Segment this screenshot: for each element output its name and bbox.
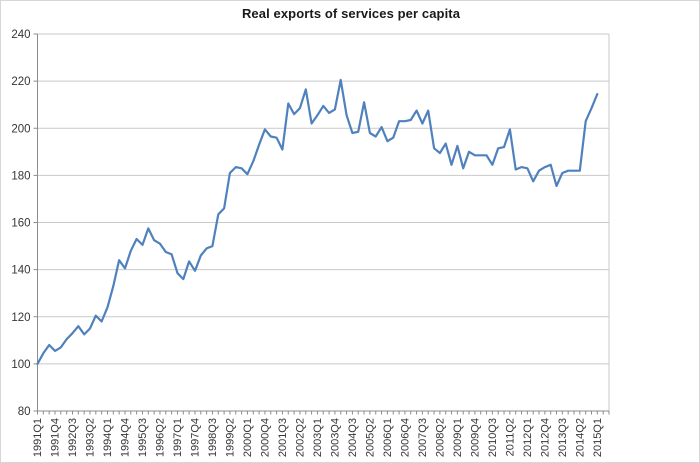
- x-tick-label: 2001Q3: [277, 418, 289, 457]
- y-tick-label: 220: [11, 76, 30, 88]
- x-tick-label: 2000Q4: [259, 418, 271, 457]
- x-tick-label: 1997Q1: [172, 418, 184, 457]
- x-tick-label: 2003Q4: [329, 418, 341, 457]
- x-tick-label: 2006Q4: [399, 418, 411, 457]
- x-tick-label: 2013Q3: [557, 418, 569, 457]
- line-series: [36, 78, 599, 365]
- x-tick-label: 2007Q3: [417, 418, 429, 457]
- x-tick-label: 2002Q2: [294, 418, 306, 457]
- x-tick-label: 1995Q3: [137, 418, 149, 457]
- y-gridlines: [37, 33, 609, 365]
- x-tick-label: 1991Q4: [49, 418, 61, 457]
- x-tick-label: 2008Q2: [434, 418, 446, 457]
- x-tick-label: 2011Q2: [504, 418, 516, 456]
- y-tick-labels: 80 100 120 140 160 180 200 220 240: [11, 29, 38, 418]
- x-tick-label: 2012Q1: [522, 418, 534, 457]
- x-tick-label: 2015Q1: [592, 418, 604, 457]
- x-tick-label: 1994Q1: [102, 418, 114, 457]
- x-tick-label: 1997Q4: [189, 418, 201, 457]
- x-tick-label: 2012Q4: [539, 418, 551, 457]
- x-tick-label: 1996Q2: [154, 418, 166, 457]
- x-tick-label: 1992Q3: [67, 418, 79, 457]
- y-tick-label: 140: [11, 265, 30, 277]
- y-tick-label: 80: [18, 406, 31, 418]
- y-tick-label: 200: [11, 123, 30, 135]
- x-tick-label: 2000Q1: [242, 418, 254, 457]
- y-tick-label: 120: [11, 312, 30, 324]
- y-tick-label: 240: [11, 29, 30, 41]
- x-tick-label: 2005Q2: [364, 418, 376, 457]
- x-tick-label: 2003Q1: [312, 418, 324, 457]
- y-tick-label: 100: [11, 359, 30, 371]
- chart-title: Real exports of services per capita: [241, 6, 461, 21]
- x-tick-label: 2009Q4: [469, 418, 481, 457]
- x-tick-marks: [37, 411, 610, 415]
- x-tick-label: 1994Q4: [119, 418, 131, 457]
- y-tick-label: 160: [11, 218, 30, 230]
- x-tick-labels: 1991Q1 1991Q4 1992Q3 1993Q2 1994Q1 1994Q4 1995…: [32, 418, 604, 457]
- x-tick-label: 2010Q3: [487, 418, 499, 457]
- x-tick-label: 2006Q1: [382, 418, 394, 457]
- x-tick-label: 2004Q3: [347, 418, 359, 457]
- x-tick-label: 1999Q2: [224, 418, 236, 457]
- y-tick-label: 180: [11, 170, 30, 182]
- x-tick-label: 1991Q1: [32, 418, 44, 457]
- x-tick-label: 2014Q2: [574, 418, 586, 457]
- x-tick-label: 2009Q1: [452, 418, 464, 457]
- x-tick-label: 1998Q3: [207, 418, 219, 457]
- x-tick-label: 1993Q2: [84, 418, 96, 457]
